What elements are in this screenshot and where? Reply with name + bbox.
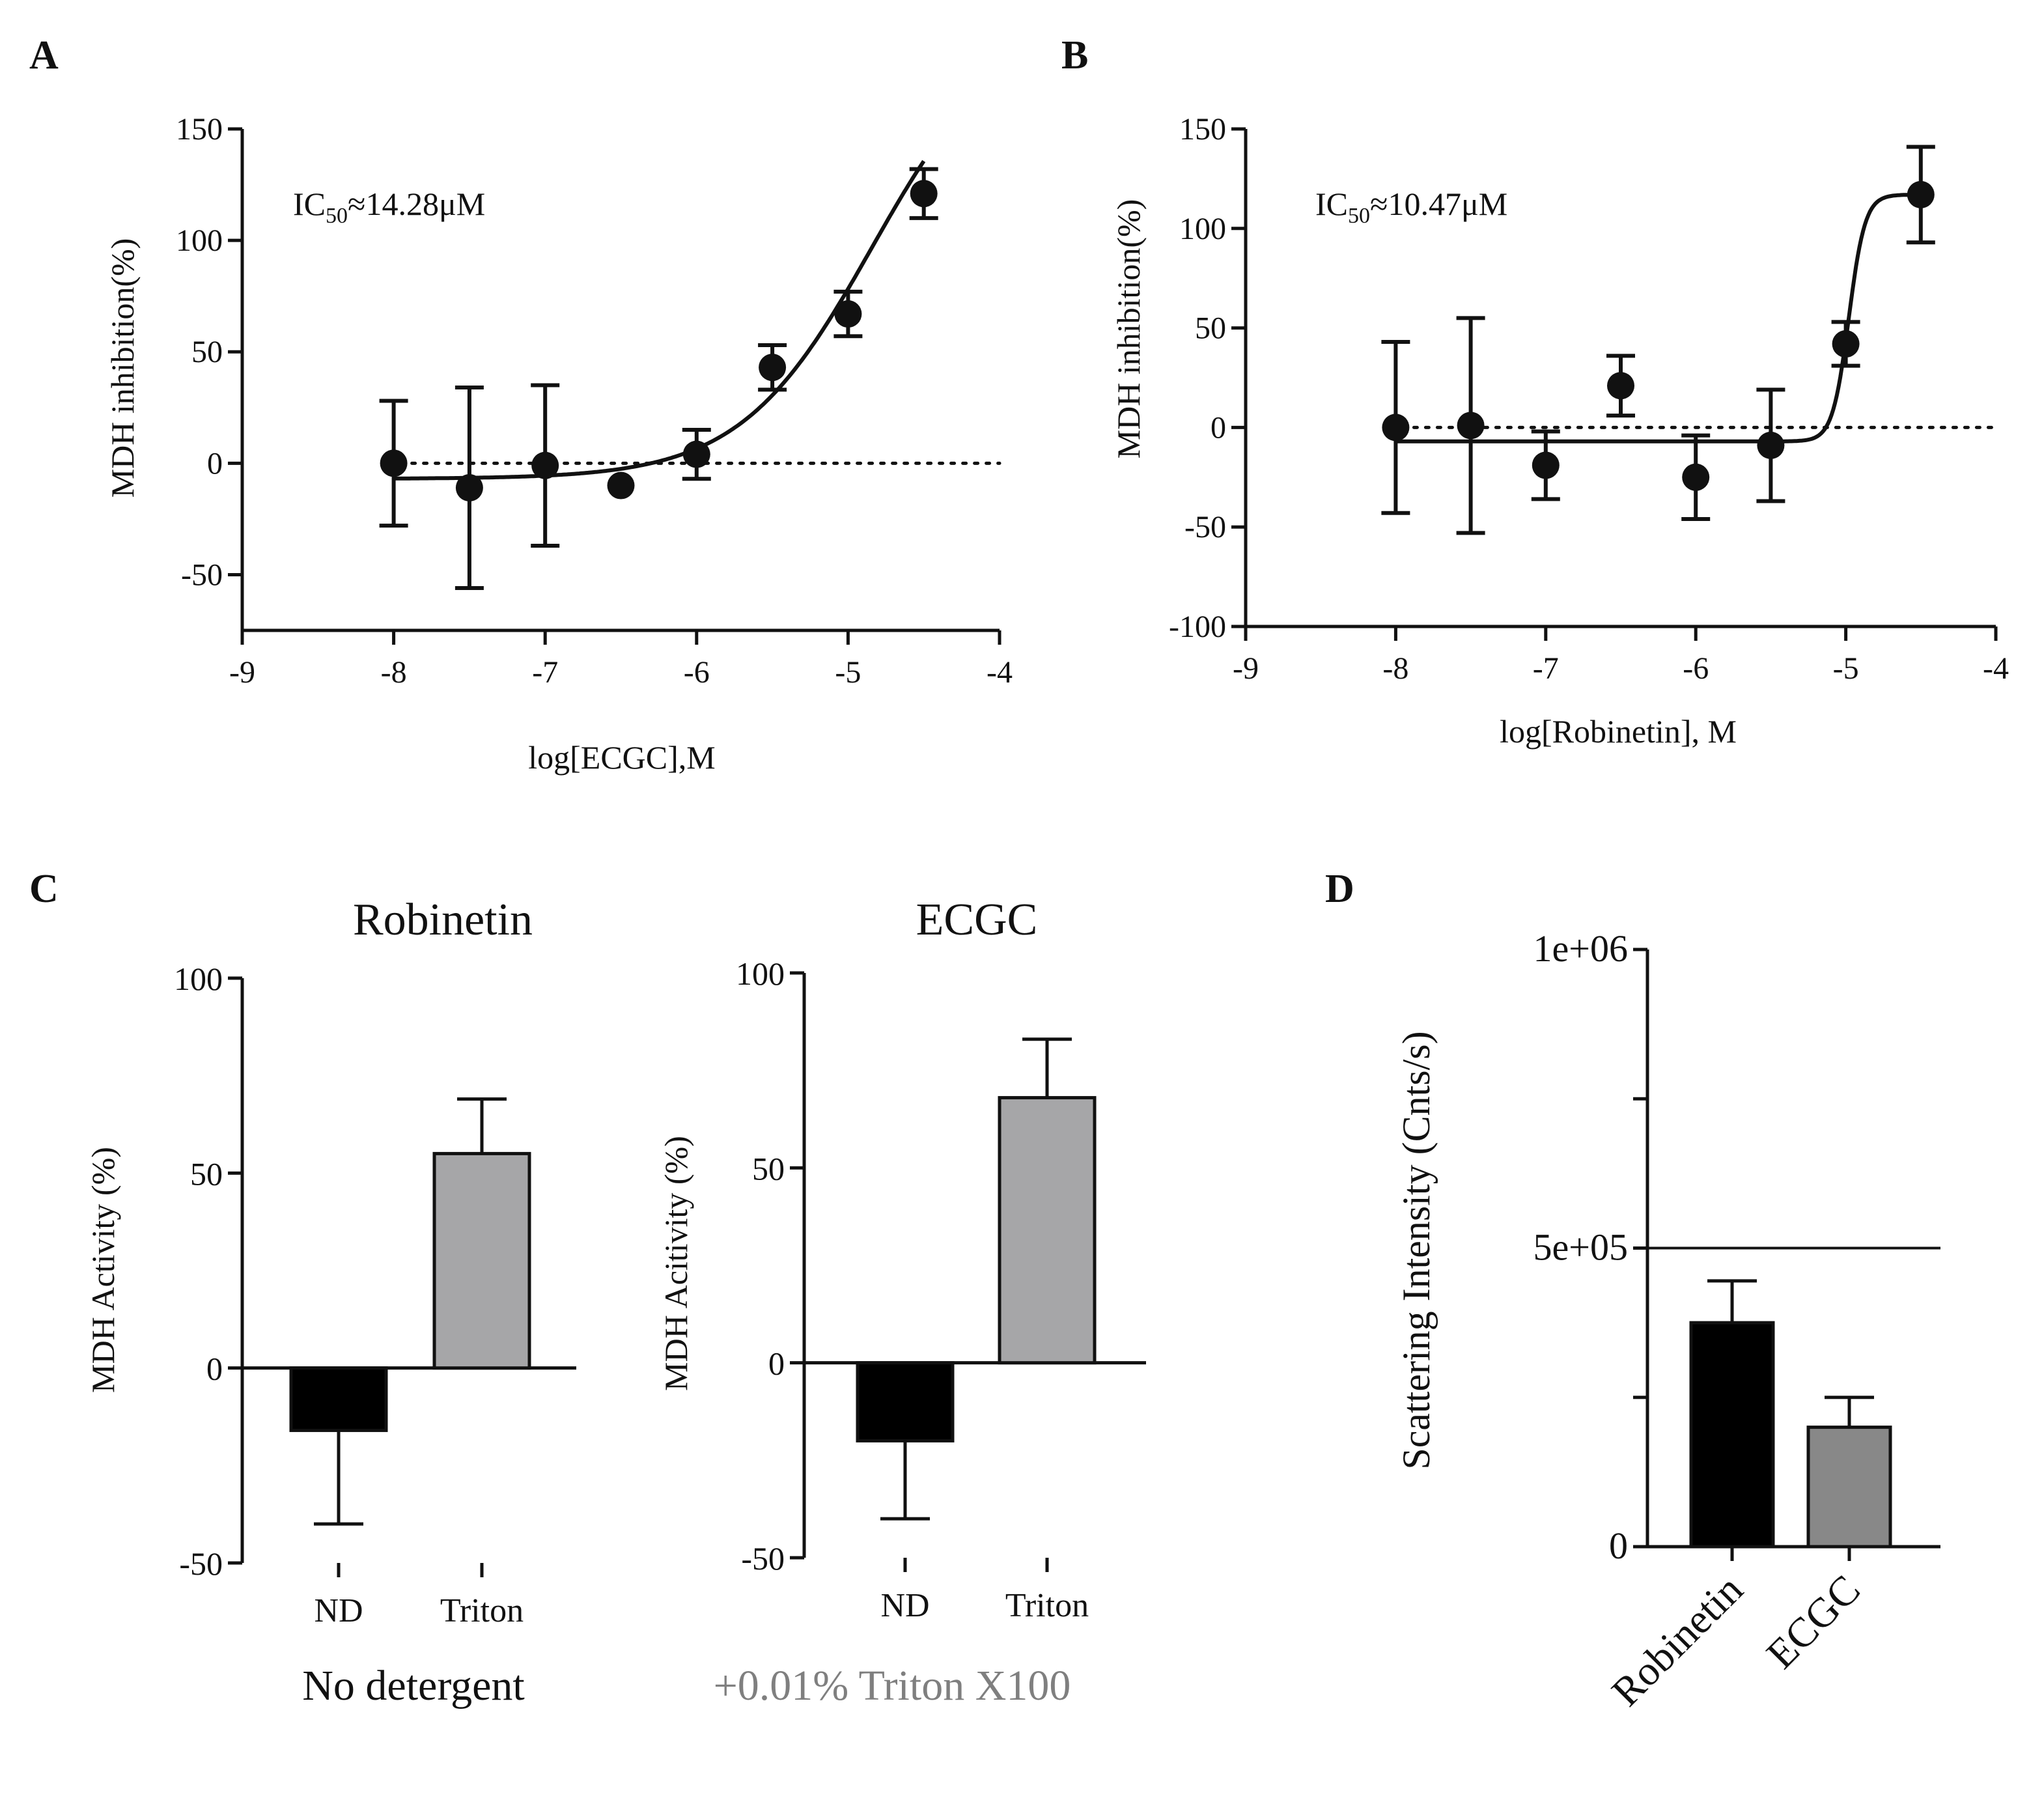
panel-b-xtick-label: -7	[1533, 651, 1559, 686]
panel-a-xtick-label: -8	[381, 655, 407, 690]
panel-d-category-label: Robinetin	[1603, 1566, 1752, 1715]
panel-a-ytick-label: 0	[207, 446, 223, 481]
panel-b-data-point	[1532, 451, 1560, 479]
panel-d-ytick-label: 5e+05	[1533, 1226, 1628, 1269]
panel-c-robinetin-ytick-label: -50	[179, 1545, 223, 1582]
panel-a-data-point	[455, 473, 483, 501]
panel-a-data-point	[834, 300, 862, 328]
panel-c-robinetin-category-label: ND	[314, 1592, 363, 1629]
panel-c-ecgc-ytick-label: 50	[752, 1150, 785, 1187]
panel-b-data-point	[1907, 180, 1935, 208]
panel-a-data-point	[607, 471, 635, 499]
panel-d-ylabel: Scattering Intensity (Cnts/s)	[1395, 1031, 1438, 1469]
panel-a-data-point	[682, 440, 710, 468]
panel-b-data-point	[1457, 412, 1485, 440]
panel-c-ecgc-ytick-label: 100	[736, 955, 785, 992]
panel-b-ytick-label: 150	[1179, 112, 1226, 147]
panel-b-data-point	[1757, 431, 1785, 459]
panel-c-robinetin-bars: Robinetin MDH Activity (%) No detergent …	[85, 895, 576, 1709]
panel-a-data-point	[759, 354, 787, 382]
panel-a-ytick-label: 150	[176, 112, 223, 147]
panel-c-ecgc-bar-triton	[998, 1096, 1097, 1365]
panel-c-ecgc-category-label: Triton	[1005, 1587, 1089, 1624]
panel-letter-a: A	[29, 33, 59, 77]
panel-c-robinetin-title: Robinetin	[353, 895, 533, 945]
panel-b-xtick-label: -4	[1983, 651, 2009, 686]
panel-a-ytick-label: 100	[176, 223, 223, 258]
panel-d-category-label: ECGC	[1757, 1566, 1869, 1678]
panel-a-xtick-label: -5	[835, 655, 861, 690]
panel-a-ylabel: MDH inhibition(%)	[104, 238, 141, 498]
panel-a-ytick-label: -50	[181, 557, 223, 592]
panel-a-data-point	[380, 449, 408, 477]
panel-a-data-point	[910, 180, 938, 208]
panel-a-xlabel: log[ECGC],M	[528, 739, 716, 776]
panel-b-data-point	[1832, 330, 1860, 358]
panel-a-ytick-label: 50	[191, 335, 223, 369]
panel-a-xtick-label: -9	[229, 655, 255, 690]
panel-b-ytick-label: -50	[1184, 510, 1226, 544]
panel-b-xtick-label: -6	[1683, 651, 1709, 686]
panel-b-ytick-label: -100	[1169, 610, 1226, 644]
panel-c-robinetin-bar-nd	[289, 1366, 388, 1432]
panel-a-xtick-label: -6	[684, 655, 710, 690]
panel-c-ecgc-bars: ECGC MDH Acitivity (%) +0.01% Triton X10…	[658, 895, 1146, 1709]
panel-c-ecgc-footer: +0.01% Triton X100	[714, 1662, 1071, 1709]
panel-c-robinetin-ytick-label: 0	[206, 1351, 223, 1387]
panel-c-robinetin-category-label: Triton	[440, 1592, 524, 1629]
panel-b-ic50-annotation: IC50≈10.47μM	[1315, 186, 1507, 228]
panel-b-data-point	[1607, 372, 1634, 400]
panel-c-robinetin-ylabel: MDH Activity (%)	[85, 1147, 121, 1393]
panel-d-ytick-label: 0	[1609, 1525, 1628, 1567]
panel-b-ytick-label: 50	[1195, 311, 1226, 346]
panel-a-xtick-label: -4	[987, 655, 1013, 690]
panel-c-robinetin-bar-triton	[432, 1151, 531, 1370]
panel-a-xtick-label: -7	[532, 655, 558, 690]
panel-c-ecgc-category-label: ND	[880, 1587, 929, 1624]
panel-a-data-point	[531, 451, 559, 479]
panel-c-robinetin-ytick-label: 50	[190, 1155, 223, 1192]
panel-b-ylabel: MDH inhibition(%)	[1110, 199, 1147, 459]
panel-c-ecgc-ytick-label: -50	[741, 1540, 785, 1577]
panel-letter-d: D	[1325, 867, 1354, 911]
panel-letter-b: B	[1061, 33, 1088, 77]
panel-c-ecgc-bar-nd	[856, 1361, 955, 1442]
panel-b-xtick-label: -9	[1233, 651, 1259, 686]
panel-b-fit-curve	[1395, 192, 1921, 443]
panel-b-xlabel: log[Robinetin], M	[1500, 713, 1737, 750]
panel-b-data-point	[1682, 463, 1710, 491]
panel-b-xtick-label: -8	[1382, 651, 1408, 686]
panel-c-ecgc-ytick-label: 0	[768, 1345, 785, 1382]
panel-c-ecgc-title: ECGC	[916, 895, 1038, 945]
panel-c-robinetin-ytick-label: 100	[174, 961, 223, 997]
panel-b-xtick-label: -5	[1833, 651, 1859, 686]
panel-c-ecgc-ylabel: MDH Acitivity (%)	[658, 1136, 694, 1391]
panel-b-ytick-label: 100	[1179, 212, 1226, 246]
panel-d-bar-ecgc	[1806, 1426, 1892, 1549]
panel-b-dose-response: MDH inhibition(%) log[Robinetin], M IC50…	[1110, 112, 2009, 750]
panel-a-dose-response: MDH inhibition(%) log[ECGC],M IC50≈14.28…	[104, 112, 1013, 776]
panel-b-ytick-label: 0	[1211, 410, 1226, 445]
panel-d-bar-robinetin	[1689, 1321, 1775, 1549]
panel-b-data-point	[1382, 414, 1410, 442]
panel-d-scattering-bars: Scattering Intensity (Cnts/s) 0 5e+05 1e+0…	[1395, 927, 1940, 1715]
panel-d-ytick-label: 1e+06	[1533, 927, 1628, 970]
panel-a-ic50-annotation: IC50≈14.28μM	[293, 186, 485, 228]
panel-c-robinetin-footer: No detergent	[302, 1662, 525, 1709]
panel-letter-c: C	[29, 867, 59, 911]
